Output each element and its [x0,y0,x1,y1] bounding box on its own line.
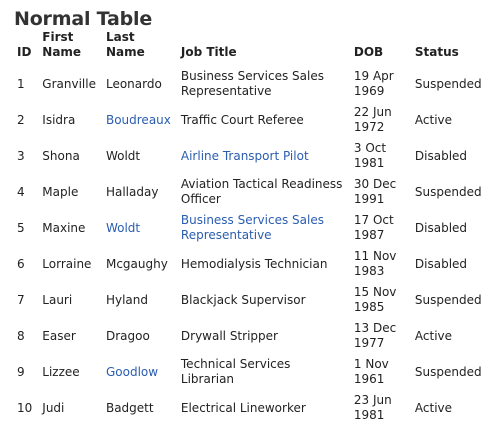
cell-job-title: Traffic Court Referee [180,112,304,127]
cell-id: 4 [17,184,25,199]
cell-first-name: Isidra [42,112,76,127]
cell-job-title-link[interactable]: Airline Transport Pilot [180,148,309,163]
cell-status: Suspended [414,184,482,199]
cell-status: Suspended [414,364,482,379]
cell-last-name: Badgett [105,400,154,415]
cell-dob: 17 Oct 1987 [353,213,394,242]
table-row: 7 Lauri Hyland Blackjack Supervisor 15 Nov 1… [12,282,487,318]
cell-last-name-link[interactable]: Woldt [105,220,141,235]
cell-id: 7 [17,292,25,307]
cell-last-name: Halladay [105,184,159,199]
cell-id: 8 [17,328,25,343]
cell-id: 3 [17,148,25,163]
column-header-first-name: First Name [42,30,82,59]
cell-status: Suspended [414,76,482,91]
data-table: ID First Name Last Name Job Title DOB St… [12,30,487,426]
cell-dob: 19 Apr 1969 [353,69,394,98]
cell-id: 5 [17,220,25,235]
cell-id: 6 [17,256,25,271]
cell-job-title: Hemodialysis Technician [180,256,328,271]
cell-job-title: Blackjack Supervisor [180,292,306,307]
table-row: 8 Easer Dragoo Drywall Stripper 13 Dec 1977 A… [12,318,487,354]
column-header-last-name: Last Name [105,30,145,59]
column-header-id: ID [17,45,32,59]
cell-job-title: Business Services Sales Representative [180,69,324,98]
cell-first-name: Maple [42,184,79,199]
cell-dob: 30 Dec 1991 [353,177,397,206]
cell-id: 10 [17,400,33,415]
column-header-job-title: Job Title [180,45,237,59]
table-row: 3 Shona Woldt Airline Transport Pilot 3 Oct … [12,138,487,174]
cell-last-name: Dragoo [105,328,150,343]
cell-dob: 15 Nov 1985 [353,285,397,314]
cell-id: 1 [17,76,25,91]
cell-id: 2 [17,112,25,127]
cell-status: Active [414,328,453,343]
table-row: 5 Maxine Woldt Business Services Sales Repr… [12,210,487,246]
table-row: 1 Granville Leonardo Business Services Sale… [12,66,487,102]
cell-first-name: Lauri [42,292,73,307]
cell-first-name: Lizzee [42,364,80,379]
cell-dob: 11 Nov 1983 [353,249,397,278]
cell-last-name-link[interactable]: Goodlow [105,364,159,379]
cell-last-name-link[interactable]: Boudreaux [105,112,171,127]
cell-dob: 23 Jun 1981 [353,393,392,422]
cell-status: Active [414,400,453,415]
cell-first-name: Maxine [42,220,86,235]
cell-status: Disabled [414,148,468,163]
cell-id: 9 [17,364,25,379]
cell-first-name: Easer [42,328,76,343]
cell-last-name: Woldt [105,148,141,163]
cell-last-name: Mcgaughy [105,256,168,271]
cell-dob: 1 Nov 1961 [353,357,389,386]
column-header-dob: DOB [353,45,384,59]
cell-status: Suspended [414,292,482,307]
cell-dob: 3 Oct 1981 [353,141,387,170]
cell-last-name: Leonardo [105,76,162,91]
cell-job-title: Drywall Stripper [180,328,278,343]
table-row: 2 Isidra Boudreaux Traffic Court Referee 22 … [12,102,487,138]
table-header-row: ID First Name Last Name Job Title DOB St… [12,30,487,66]
cell-status: Disabled [414,220,468,235]
table-title: Normal Table [14,8,153,30]
cell-job-title: Technical Services Librarian [180,357,291,386]
cell-status: Active [414,112,453,127]
cell-last-name: Hyland [105,292,149,307]
cell-first-name: Judi [42,400,65,415]
cell-first-name: Lorraine [42,256,92,271]
cell-first-name: Shona [42,148,80,163]
table-row: 9 Lizzee Goodlow Technical Services Librari… [12,354,487,390]
cell-dob: 13 Dec 1977 [353,321,397,350]
table-row: 10 Judi Badgett Electrical Lineworker 23 Jun… [12,390,487,426]
cell-first-name: Granville [42,76,96,91]
table-row: 6 Lorraine Mcgaughy Hemodialysis Technician… [12,246,487,282]
table-body: 1 Granville Leonardo Business Services Sale… [12,66,487,426]
cell-job-title: Aviation Tactical Readiness Officer [180,177,343,206]
column-header-status: Status [414,45,459,59]
cell-status: Disabled [414,256,468,271]
cell-dob: 22 Jun 1972 [353,105,392,134]
cell-job-title-link[interactable]: Business Services Sales Representative [180,213,324,242]
cell-job-title: Electrical Lineworker [180,400,306,415]
table-row: 4 Maple Halladay Aviation Tactical Readines… [12,174,487,210]
